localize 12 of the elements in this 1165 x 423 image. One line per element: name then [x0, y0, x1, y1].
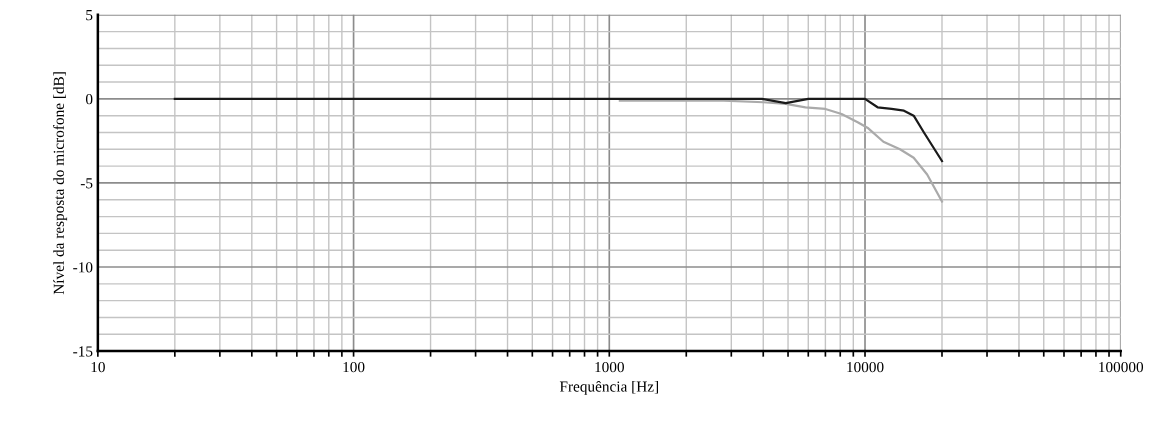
y-tick-label: 5 — [86, 10, 93, 21]
x-tick-label: 10000 — [847, 361, 884, 373]
y-tick-label: 0 — [85, 94, 93, 105]
x-tick-label: 10 — [91, 361, 105, 373]
x-tick-label: 100000 — [1099, 361, 1144, 373]
x-tick-label: 100 — [343, 361, 365, 373]
y-tick-label: -10 — [73, 262, 93, 273]
x-tick-label: 1000 — [595, 361, 624, 373]
y-tick-label: -5 — [80, 178, 93, 189]
y-tick-label: -15 — [73, 346, 93, 357]
y-axis-title: Nível da resposta do microfone [dB] — [53, 72, 68, 295]
x-axis-title: Frequência [Hz] — [559, 380, 658, 395]
